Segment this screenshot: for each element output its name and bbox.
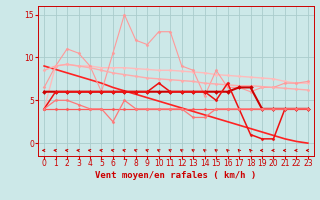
X-axis label: Vent moyen/en rafales ( km/h ): Vent moyen/en rafales ( km/h ) [95,171,257,180]
